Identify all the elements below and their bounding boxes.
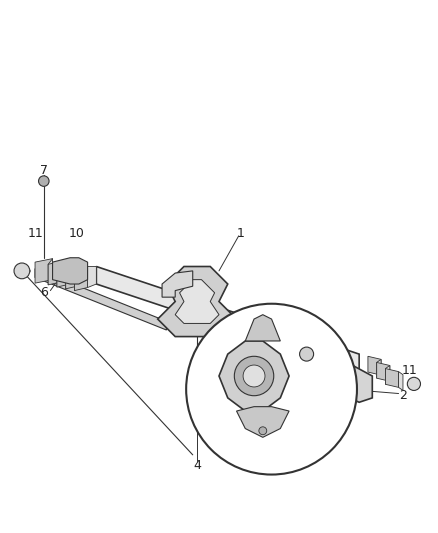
Text: 9: 9 bbox=[328, 426, 335, 436]
Circle shape bbox=[186, 304, 357, 474]
Circle shape bbox=[14, 263, 30, 279]
Polygon shape bbox=[96, 266, 359, 372]
Text: 10: 10 bbox=[367, 359, 382, 373]
Polygon shape bbox=[399, 372, 403, 391]
Circle shape bbox=[259, 427, 267, 435]
Circle shape bbox=[300, 347, 314, 361]
Polygon shape bbox=[57, 261, 61, 287]
Polygon shape bbox=[377, 359, 381, 378]
Polygon shape bbox=[66, 265, 79, 289]
Text: 11: 11 bbox=[28, 227, 44, 240]
Text: 3: 3 bbox=[285, 383, 293, 395]
Polygon shape bbox=[74, 265, 79, 290]
Text: 6: 6 bbox=[40, 286, 48, 300]
Polygon shape bbox=[158, 266, 237, 336]
Polygon shape bbox=[219, 341, 289, 411]
Polygon shape bbox=[53, 258, 88, 284]
Polygon shape bbox=[35, 259, 53, 283]
Polygon shape bbox=[57, 263, 70, 287]
Circle shape bbox=[39, 176, 49, 187]
Circle shape bbox=[192, 408, 202, 418]
Text: 7: 7 bbox=[40, 164, 48, 176]
Text: 2: 2 bbox=[399, 389, 407, 402]
Text: 8: 8 bbox=[332, 373, 339, 383]
Circle shape bbox=[234, 356, 274, 395]
Circle shape bbox=[407, 377, 420, 391]
Text: 5: 5 bbox=[191, 317, 199, 330]
Polygon shape bbox=[368, 356, 381, 375]
Polygon shape bbox=[237, 407, 289, 437]
Text: 10: 10 bbox=[69, 227, 85, 240]
Polygon shape bbox=[48, 261, 61, 285]
Text: 11: 11 bbox=[322, 341, 335, 350]
Text: 4: 4 bbox=[193, 459, 201, 472]
Circle shape bbox=[243, 365, 265, 387]
Polygon shape bbox=[35, 269, 166, 330]
Polygon shape bbox=[162, 271, 193, 297]
Polygon shape bbox=[307, 345, 372, 402]
Text: 1: 1 bbox=[237, 227, 245, 240]
Circle shape bbox=[332, 403, 343, 414]
Polygon shape bbox=[48, 259, 53, 285]
Polygon shape bbox=[377, 362, 390, 381]
Polygon shape bbox=[74, 266, 88, 290]
Polygon shape bbox=[175, 280, 219, 324]
Polygon shape bbox=[385, 366, 390, 384]
Polygon shape bbox=[385, 368, 399, 387]
Text: 11: 11 bbox=[402, 364, 417, 377]
Polygon shape bbox=[245, 314, 280, 341]
Text: 10: 10 bbox=[326, 353, 339, 364]
Polygon shape bbox=[66, 263, 70, 289]
Polygon shape bbox=[88, 266, 96, 287]
